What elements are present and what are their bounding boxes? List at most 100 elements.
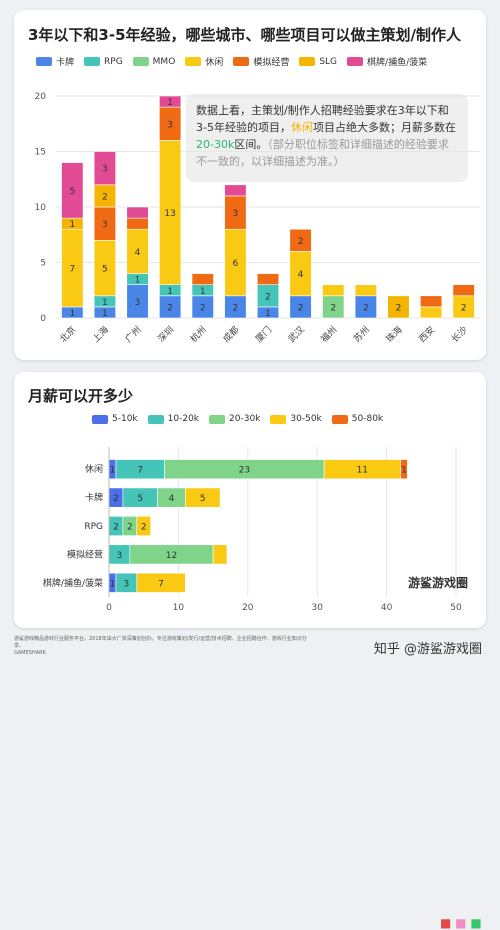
bar-data-label: 2 [113, 523, 119, 533]
note-text-4: （部分职位标签和详细描述的经验要求不一致的，以详细描述为准。） [196, 138, 449, 168]
bar-data-label: 3 [123, 579, 129, 589]
bar-data-label: 3 [102, 165, 108, 175]
top-chart-legend: 卡牌 RPG MMO 休闲 模拟经营 SLG 棋牌/捕鱼/菠菜 [36, 55, 437, 68]
bar-data-label: 2 [102, 192, 108, 202]
legend-item: 5-10k [92, 414, 138, 424]
bar-data-label: 4 [169, 494, 175, 504]
bar-data-label: 5 [200, 494, 206, 504]
legend-item: 10-20k [147, 414, 200, 424]
bar-data-label: 2 [127, 523, 133, 533]
bar-data-label: 2 [200, 303, 206, 313]
bar-data-label: 6 [233, 259, 239, 269]
bar-data-label: 1 [401, 466, 407, 476]
x-tick-label: 苏州 [351, 324, 372, 345]
bar-segment [191, 273, 214, 286]
legend-label: 20-30k [229, 414, 261, 424]
bar-segment [159, 95, 182, 108]
note-text-3: 区间。 [234, 138, 268, 151]
bar-segment [387, 295, 410, 319]
bar-segment [256, 273, 280, 286]
legend-label: 卡牌 [56, 58, 75, 68]
bar-segment [185, 487, 221, 508]
bar-data-label: 2 [167, 303, 173, 313]
top-chart-title: 3年以下和3-5年经验，哪些城市、哪些项目可以做主策划/制作人 [28, 26, 462, 44]
x-tick-label: 20 [242, 603, 254, 613]
x-tick-label: 厦门 [253, 324, 274, 345]
note-highlight-casual: 休闲 [290, 121, 313, 134]
bar-data-label: 3 [102, 220, 108, 230]
legend-item: 休闲 [185, 55, 223, 68]
legend-item: SLG [299, 57, 337, 67]
bar-data-label: 5 [102, 265, 108, 275]
legend-item: 50-80k [331, 414, 384, 424]
bar-data-label: 7 [158, 579, 164, 589]
legend-label: 30-50k [290, 414, 322, 424]
x-tick-label: 武汉 [286, 324, 307, 345]
legend-swatch [233, 57, 250, 66]
bar-data-label: 1 [110, 579, 116, 589]
bar-data-label: 3 [233, 209, 239, 219]
x-tick-label: 珠海 [383, 324, 404, 345]
y-tick-label: 0 [40, 314, 46, 324]
footer-description: 游鲨游戏精品游戏行业服务平台，2018年由大厂资深策划创办，专注游戏策划/发行/… [14, 636, 307, 649]
bar-data-label: 2 [113, 494, 119, 504]
bar-segment [136, 572, 186, 593]
x-tick-label: 长沙 [449, 324, 470, 345]
bar-data-label: 3 [167, 120, 173, 130]
y-tick-label: 休闲 [85, 463, 103, 475]
legend-item: 棋牌/捕鱼/菠菜 [347, 55, 427, 68]
bar-data-label: 1 [135, 276, 141, 286]
bottom-chart-legend: 5-10k 10-20k 20-30k 30-50k 50-80k [92, 414, 393, 424]
bar-segment [322, 284, 345, 297]
bar-segment [136, 516, 151, 536]
legend-label: 50-80k [351, 414, 384, 424]
y-tick-label: 10 [35, 203, 47, 213]
bar-data-label: 2 [298, 303, 304, 313]
y-tick-label: 棋牌/捕鱼/菠菜 [43, 577, 103, 589]
legend-label: 模拟经营 [253, 58, 290, 68]
bar-segment [224, 184, 247, 197]
bar-segment [126, 217, 149, 230]
bar-segment [354, 284, 377, 297]
legend-item: RPG [84, 57, 123, 67]
legend-label: 10-20k [167, 414, 200, 424]
footer-brand: GAMESHARK [14, 650, 46, 656]
y-tick-label: 20 [35, 92, 47, 102]
legend-item: 模拟经营 [233, 55, 289, 68]
legend-label: SLG [319, 56, 338, 67]
note-text-2: 项目占绝大多数；月薪多数在 [312, 121, 456, 134]
x-tick-label: 广州 [122, 324, 143, 345]
bar-data-label: 2 [233, 303, 239, 313]
bar-data-label: 4 [135, 248, 141, 258]
charts-svg: 051015201715北京115323上海314广州211331深圳21杭州2… [35, 92, 480, 613]
bar-data-label: 23 [239, 466, 250, 476]
bar-data-label: 1 [102, 298, 108, 308]
legend-label: 休闲 [205, 58, 224, 68]
insight-note: 数据上看，主策划/制作人招聘经验要求在3年以下和3-5年经验的项目，休闲项目占绝… [186, 94, 468, 182]
bar-data-label: 1 [102, 309, 108, 319]
bar-data-label: 2 [461, 303, 467, 313]
y-tick-label: 模拟经营 [67, 548, 103, 560]
bar-data-label: 11 [357, 466, 368, 476]
legend-item: MMO [132, 57, 175, 67]
top-chart-card: 3年以下和3-5年经验，哪些城市、哪些项目可以做主策划/制作人 卡牌 RPG MMO… [14, 10, 486, 360]
y-tick-label: 15 [35, 148, 46, 158]
bar-data-label: 5 [69, 187, 75, 197]
x-tick-label: 40 [381, 603, 393, 613]
legend-swatch [132, 57, 149, 66]
legend-item: 20-30k [209, 414, 260, 424]
legend-label: RPG [104, 56, 123, 67]
bar-data-label: 5 [137, 494, 143, 504]
bar-data-label: 12 [166, 551, 177, 561]
bar-data-label: 4 [298, 270, 304, 280]
bar-data-label: 1 [167, 98, 173, 108]
x-tick-label: 北京 [57, 324, 78, 345]
bar-segment [420, 295, 443, 308]
bar-segment [126, 206, 149, 219]
x-tick-label: 10 [173, 603, 185, 613]
bar-data-label: 2 [265, 292, 271, 302]
bar-data-label: 7 [137, 466, 143, 476]
bar-segment [93, 151, 116, 186]
legend-swatch [209, 414, 226, 424]
legend-swatch [185, 57, 202, 66]
